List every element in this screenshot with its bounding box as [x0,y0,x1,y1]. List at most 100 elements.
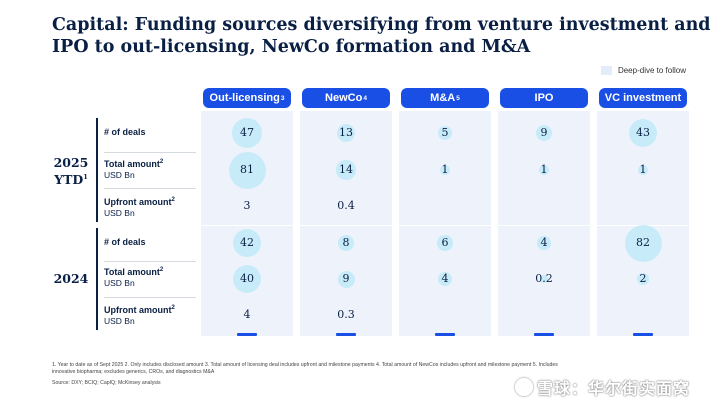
value-label: 82 [636,236,650,249]
group-bracket [96,228,98,330]
value-bubble [637,273,649,285]
row-label-footnote: 2 [171,305,175,311]
column-header-label: VC investment [604,92,682,104]
legend-label: Deep-dive to follow [617,66,686,75]
column-header-label: M&A [430,92,456,104]
value-label: 0.4 [337,199,355,212]
value-bubble [537,236,551,250]
column-header-footnote: 3 [280,94,285,102]
value-label: 42 [240,236,254,249]
column-header-newco: NewCo 4 [302,88,390,108]
value-label: 0.3 [337,308,355,321]
value-bubble [637,164,649,176]
value-bubble [337,234,355,252]
row-label-text: # of deals [104,237,146,247]
column-header-vc-investment: VC investment [599,88,687,108]
column-header-footnote: 4 [363,94,367,102]
column-tick [435,333,455,336]
value-bubble [232,118,262,148]
year-label-footnote: 1 [83,173,88,181]
row-label: # of deals [104,237,196,248]
page-title: Capital: Funding sources diversifying fr… [52,14,710,58]
value-bubble [336,123,356,143]
year-label-suffix: YTD [54,172,84,188]
row-label-main: # of deals [104,237,196,248]
row-label-unit: USD Bn [104,316,135,326]
column-background [498,111,590,336]
column-header-out-licensing: Out-licensing 3 [203,88,291,108]
row-separator [104,261,196,262]
value-label: 14 [339,163,353,176]
value-bubble [439,164,451,176]
value-label: 8 [342,236,350,249]
column-background [300,111,392,336]
row-label-footnote: 2 [159,159,164,165]
column-tick [633,333,653,336]
value-label: 43 [636,126,650,139]
value-bubble [628,118,658,148]
value-bubble [624,224,662,262]
value-bubble [538,164,550,176]
column-header-label: IPO [534,92,554,104]
row-label-unit: USD Bn [104,208,135,218]
value-bubble [336,160,356,180]
row-label-main: Total amount2 [104,265,196,278]
title-line-2: IPO to out-licensing, NewCo formation an… [52,37,531,57]
value-label: 9 [540,126,548,139]
column-header-footnote: 5 [456,94,460,102]
column-background [597,111,689,336]
source-note: Source: DXY; BCIQ; CapIQ; McKinsey analy… [52,380,161,386]
value-label: 1 [540,163,548,176]
value-bubble [437,125,453,141]
row-label-text: Upfront amount [104,197,172,207]
watermark-logo-icon [514,378,533,396]
row-label-text: Upfront amount [104,305,172,315]
value-label: 2 [639,272,647,285]
row-label: Total amount2 USD Bn [104,157,196,181]
year-label-line-1: 2025 [53,155,89,170]
row-label: Upfront amount2 USD Bn [104,195,196,219]
year-label-line-2: YTD1 [46,170,96,187]
value-bubble [438,272,452,286]
value-label: 9 [342,272,350,285]
column-tick [336,333,356,336]
row-label: Upfront amount2 USD Bn [104,303,196,327]
value-label: 1 [441,163,449,176]
column-tick [534,333,554,336]
value-bubble [228,151,266,189]
row-label-text: Total amount [104,159,160,169]
watermark: 雪球：华尔街实面窝 [514,375,690,399]
row-label-main: Upfront amount2 [104,195,196,208]
legend-swatch [600,66,612,75]
row-label-footnote: 2 [171,197,175,203]
row-label-footnote: 2 [159,267,164,273]
value-bubble [535,124,553,142]
row-label-text: # of deals [104,127,146,137]
row-label-main: Total amount2 [104,157,196,170]
year-label-line-1: 2024 [53,271,89,286]
column-background [399,111,491,336]
value-label: 3 [243,199,251,212]
year-label: 2024 [46,271,96,286]
column-tick [237,333,257,336]
group-separator [96,225,688,226]
value-bubble [539,274,549,284]
row-label-main: Upfront amount2 [104,303,196,316]
row-label-unit: USD Bn [104,278,135,288]
value-label: 40 [240,272,254,285]
group-bracket [96,118,98,222]
column-header-label: Out-licensing [209,92,280,104]
value-label: 6 [441,236,449,249]
row-label-unit: USD Bn [104,170,135,180]
year-label: 2025 YTD1 [46,155,96,187]
footnote-line-1: 1. Year to date as of Sept 2025 2. Only … [52,362,558,368]
value-label: 0.2 [535,272,553,285]
value-label: 81 [240,163,254,176]
value-label: 5 [441,126,449,139]
row-separator [104,188,196,189]
title-line-1: Capital: Funding sources diversifying fr… [52,15,710,35]
row-separator [104,151,196,153]
row-label-main: # of deals [104,127,196,138]
value-bubble [337,270,355,288]
value-label: 13 [339,126,353,139]
